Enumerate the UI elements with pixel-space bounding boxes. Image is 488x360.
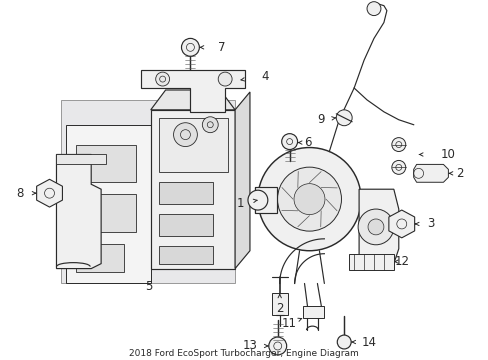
Bar xyxy=(158,182,213,204)
Text: 10: 10 xyxy=(440,148,455,161)
Polygon shape xyxy=(37,179,62,207)
Polygon shape xyxy=(141,70,244,112)
Text: 5: 5 xyxy=(145,280,152,293)
Circle shape xyxy=(281,134,297,149)
Text: 13: 13 xyxy=(242,339,257,352)
Text: 8: 8 xyxy=(16,187,23,200)
Text: 3: 3 xyxy=(426,217,433,230)
Circle shape xyxy=(257,148,360,251)
Bar xyxy=(271,293,287,315)
Text: 4: 4 xyxy=(261,69,268,82)
Polygon shape xyxy=(388,210,414,238)
Circle shape xyxy=(337,335,350,349)
Circle shape xyxy=(293,184,325,215)
Text: 2: 2 xyxy=(456,167,463,180)
Circle shape xyxy=(181,39,199,56)
Circle shape xyxy=(155,72,169,86)
Circle shape xyxy=(277,167,341,231)
Text: 7: 7 xyxy=(218,41,225,54)
Circle shape xyxy=(367,219,383,235)
Text: 6: 6 xyxy=(303,136,311,149)
Circle shape xyxy=(336,110,351,126)
Bar xyxy=(76,244,123,271)
Bar xyxy=(76,145,136,182)
Circle shape xyxy=(391,138,405,152)
Text: 2: 2 xyxy=(275,302,283,315)
Text: 1: 1 xyxy=(236,197,244,210)
Bar xyxy=(76,194,136,232)
Circle shape xyxy=(366,2,380,15)
Polygon shape xyxy=(358,189,398,264)
Text: 2018 Ford EcoSport Turbocharger, Engine Diagram: 2018 Ford EcoSport Turbocharger, Engine … xyxy=(129,350,358,359)
Polygon shape xyxy=(235,92,249,269)
Text: 12: 12 xyxy=(393,255,408,268)
Bar xyxy=(254,187,276,213)
Bar xyxy=(348,254,393,270)
Bar xyxy=(56,154,106,165)
Text: 11: 11 xyxy=(282,317,297,330)
Bar xyxy=(158,214,213,236)
Circle shape xyxy=(218,72,232,86)
Circle shape xyxy=(202,117,218,132)
Polygon shape xyxy=(150,110,235,269)
Circle shape xyxy=(247,190,267,210)
Polygon shape xyxy=(413,165,447,182)
Text: 9: 9 xyxy=(317,113,325,126)
Circle shape xyxy=(391,161,405,174)
Polygon shape xyxy=(150,90,235,110)
Text: 14: 14 xyxy=(361,336,376,348)
Bar xyxy=(158,118,228,172)
Bar xyxy=(302,306,324,318)
Polygon shape xyxy=(66,125,150,283)
Bar xyxy=(158,246,213,264)
Polygon shape xyxy=(61,100,235,283)
Circle shape xyxy=(268,337,286,355)
Polygon shape xyxy=(56,154,101,269)
Circle shape xyxy=(173,123,197,147)
Circle shape xyxy=(357,209,393,245)
